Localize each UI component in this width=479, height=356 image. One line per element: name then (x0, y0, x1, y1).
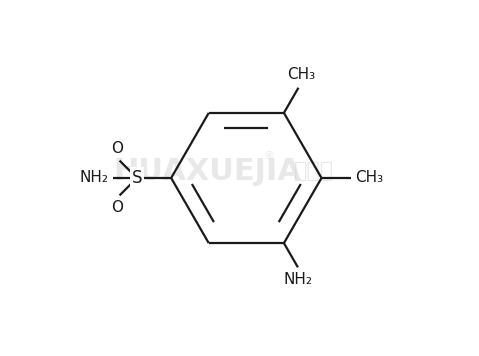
Text: NH₂: NH₂ (284, 272, 313, 287)
Text: NH₂: NH₂ (80, 171, 109, 185)
Text: HUAXUEJIA: HUAXUEJIA (113, 157, 301, 186)
Text: O: O (111, 199, 123, 215)
Text: CH₃: CH₃ (287, 67, 315, 82)
Text: CH₃: CH₃ (355, 171, 383, 185)
Text: S: S (132, 169, 142, 187)
Text: ®: ® (263, 151, 274, 161)
Text: 化学加: 化学加 (294, 161, 334, 181)
Text: O: O (111, 141, 123, 157)
